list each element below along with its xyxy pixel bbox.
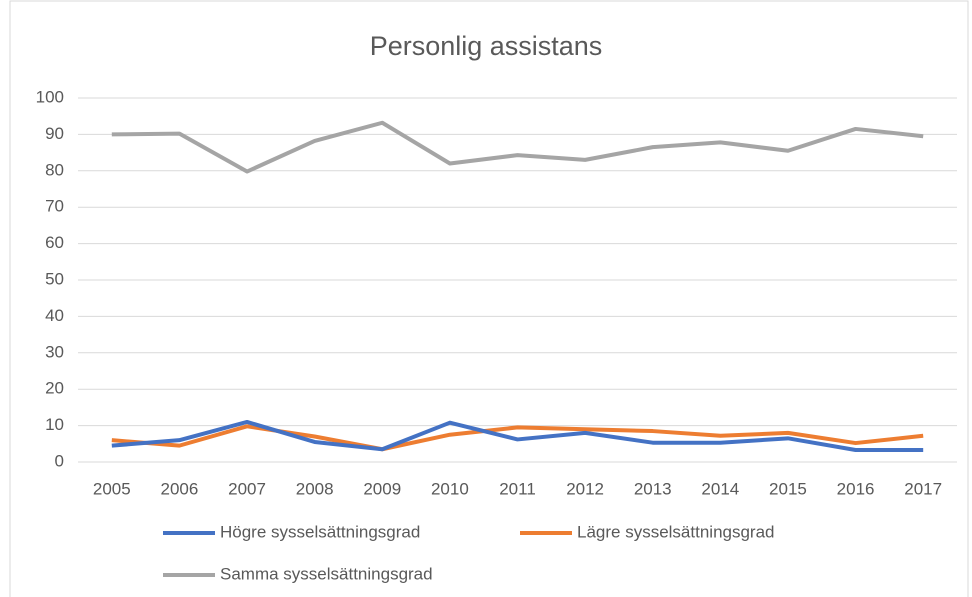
- y-tick-label: 0: [55, 451, 64, 470]
- x-tick-label: 2005: [93, 479, 131, 498]
- y-tick-label: 20: [45, 379, 64, 398]
- x-tick-label: 2011: [499, 479, 536, 498]
- y-tick-label: 80: [45, 160, 64, 179]
- y-tick-label: 90: [45, 124, 64, 143]
- x-tick-label: 2006: [161, 479, 199, 498]
- x-tick-label: 2012: [566, 479, 604, 498]
- x-tick-label: 2009: [363, 479, 401, 498]
- x-tick-label: 2014: [701, 479, 739, 498]
- x-tick-label: 2017: [904, 479, 942, 498]
- y-tick-label: 100: [36, 87, 64, 106]
- series-line: [111, 120, 924, 174]
- y-tick-label: 40: [45, 306, 64, 325]
- series-line: [111, 424, 924, 452]
- legend-label: Högre sysselsättningsgrad: [220, 522, 420, 541]
- x-tick-label: 2008: [296, 479, 334, 498]
- series-line: [111, 419, 924, 452]
- y-tick-label: 30: [45, 342, 64, 361]
- y-tick-label: 10: [45, 415, 64, 434]
- x-tick-label: 2007: [228, 479, 266, 498]
- y-tick-label: 60: [45, 233, 64, 252]
- legend-label: Samma sysselsättningsgrad: [220, 564, 433, 583]
- x-tick-label: 2013: [634, 479, 672, 498]
- x-tick-label: 2016: [837, 479, 875, 498]
- chart-title: Personlig assistans: [370, 31, 603, 61]
- x-tick-label: 2010: [431, 479, 469, 498]
- y-tick-label: 70: [45, 197, 64, 216]
- legend-label: Lägre sysselsättningsgrad: [577, 522, 775, 541]
- y-tick-label: 50: [45, 269, 64, 288]
- chart-border: [9, 0, 969, 597]
- x-tick-label: 2015: [769, 479, 807, 498]
